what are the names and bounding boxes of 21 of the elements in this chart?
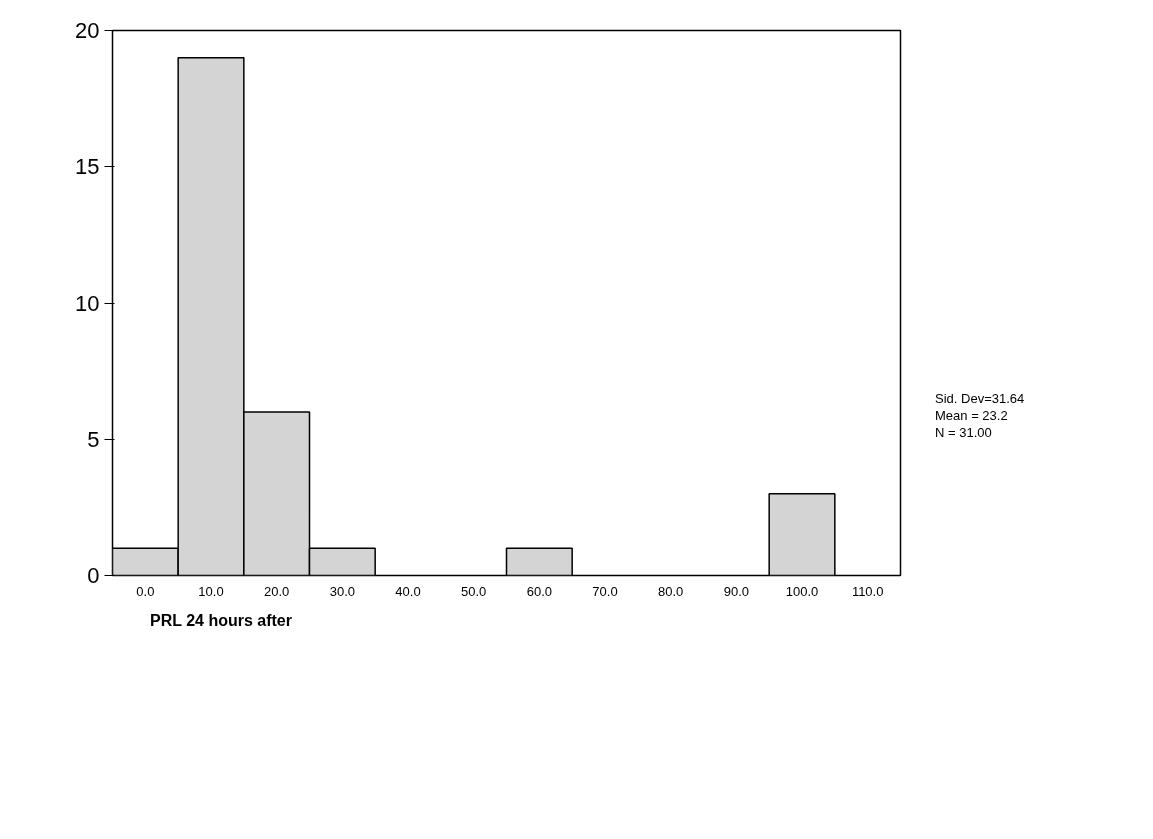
x-tick-label: 100.0 bbox=[785, 583, 819, 599]
x-tick-label: 110.0 bbox=[851, 583, 884, 599]
y-tick-label: 5 bbox=[87, 426, 100, 452]
y-tick-label: 0 bbox=[87, 563, 100, 588]
x-tick-label: 90.0 bbox=[723, 583, 749, 599]
x-tick-label: 10.0 bbox=[198, 583, 224, 599]
y-tick-label: 15 bbox=[75, 154, 100, 180]
x-tick-label: 30.0 bbox=[329, 583, 355, 599]
x-tick-label: 80.0 bbox=[658, 583, 684, 599]
y-tick-label: 10 bbox=[75, 290, 100, 316]
x-axis-title: PRL 24 hours after bbox=[150, 611, 292, 631]
x-tick-label: 50.0 bbox=[461, 583, 487, 599]
text: Sid. Dev=31.64 bbox=[935, 390, 1025, 407]
x-tick-label: 60.0 bbox=[526, 583, 552, 599]
x-tick-label: 0.0 bbox=[136, 583, 155, 599]
x-tick-label: 70.0 bbox=[592, 583, 618, 599]
text: N = 31.00 bbox=[935, 424, 993, 441]
x-tick-label: 20.0 bbox=[264, 583, 290, 599]
text: Mean = 23.2 bbox=[935, 407, 1009, 424]
x-tick-label: 40.0 bbox=[395, 583, 421, 599]
y-tick-label: 20 bbox=[75, 18, 100, 43]
